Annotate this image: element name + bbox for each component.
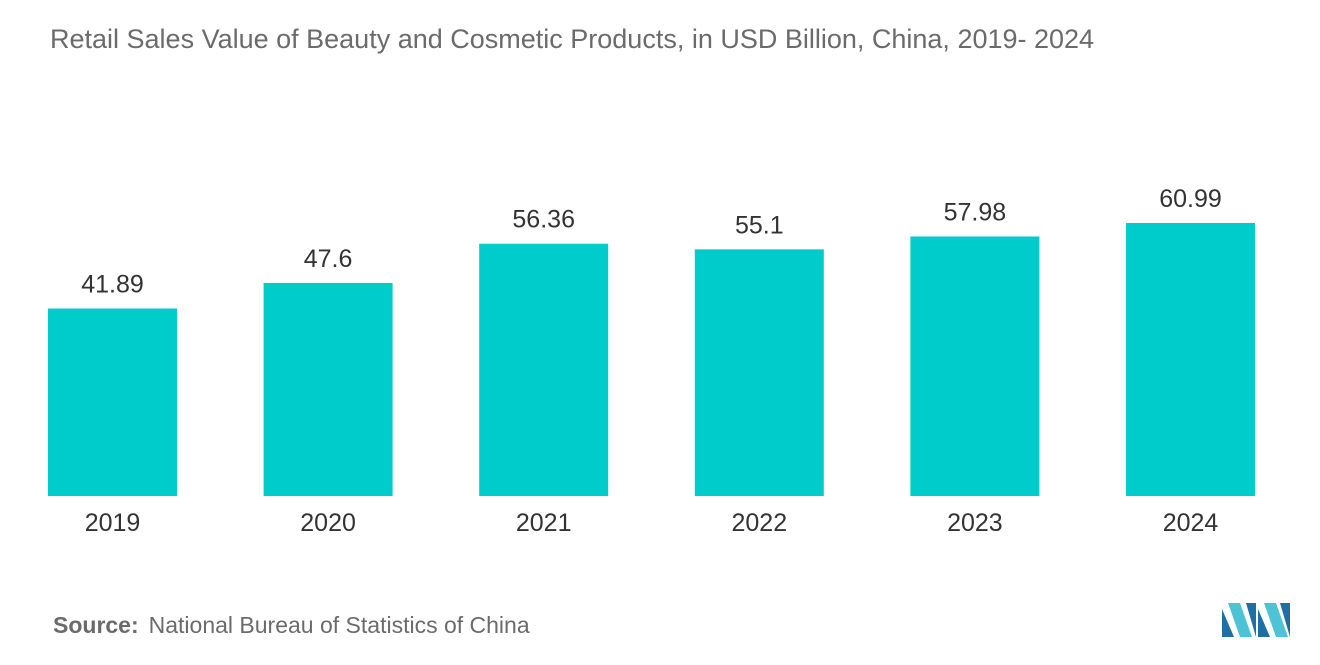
x-tick-labels-group: 2019 2020 2021 2022 2023 2024 — [85, 509, 1219, 537]
value-label-2022: 55.1 — [735, 211, 784, 239]
chart-title: Retail Sales Value of Beauty and Cosmeti… — [50, 24, 1095, 54]
bar-chart: 41.89 47.6 56.36 55.1 57.98 60.99 2019 2020 202… — [48, 185, 1255, 537]
bar-2022 — [694, 249, 824, 496]
source-text: National Bureau of Statistics of China — [148, 612, 530, 638]
source-label: Source: — [53, 612, 139, 638]
value-label-2023: 57.98 — [944, 198, 1007, 226]
x-tick-label-2023: 2023 — [947, 509, 1003, 537]
x-tick-label-2021: 2021 — [516, 509, 572, 537]
x-tick-label-2022: 2022 — [731, 509, 787, 537]
bar-2024 — [1126, 223, 1255, 496]
value-label-2019: 41.89 — [81, 270, 144, 298]
value-labels-group: 41.89 47.6 56.36 55.1 57.98 60.99 — [81, 185, 1222, 298]
x-tick-label-2024: 2024 — [1163, 509, 1219, 537]
bar-2019 — [48, 308, 177, 496]
source-note: Source: National Bureau of Statistics of … — [53, 612, 530, 639]
bar-2023 — [910, 236, 1040, 496]
bar-2021 — [479, 243, 609, 496]
value-label-2021: 56.36 — [512, 206, 575, 234]
bar-2020 — [263, 282, 393, 496]
mordor-logo-icon — [1222, 603, 1290, 637]
value-label-2020: 47.6 — [304, 245, 353, 273]
x-tick-label-2019: 2019 — [85, 509, 141, 537]
value-label-2024: 60.99 — [1159, 185, 1222, 213]
x-tick-label-2020: 2020 — [300, 509, 356, 537]
bars-group — [48, 223, 1255, 496]
